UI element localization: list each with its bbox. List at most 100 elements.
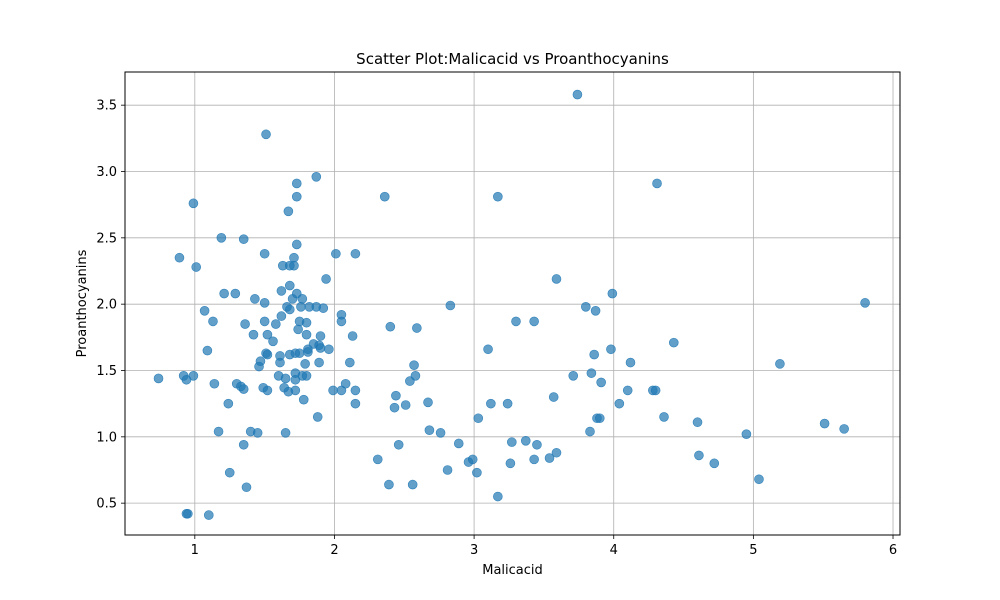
scatter-point xyxy=(568,371,579,381)
scatter-point xyxy=(280,373,291,384)
y-tick-label: 0.5 xyxy=(96,497,117,512)
scatter-point xyxy=(407,479,418,490)
scatter-point xyxy=(423,397,433,408)
scatter-point xyxy=(188,371,199,381)
scatter-point xyxy=(694,450,704,461)
x-tick-label: 1 xyxy=(191,543,199,558)
scatter-point xyxy=(312,412,323,422)
scatter-point xyxy=(502,398,513,409)
scatter-point xyxy=(271,319,281,329)
scatter-point xyxy=(188,198,199,209)
scatter-point xyxy=(276,286,287,296)
scatter-point xyxy=(607,288,618,299)
scatter-point xyxy=(250,294,260,304)
scatter-point xyxy=(284,304,295,315)
scatter-point xyxy=(493,491,503,502)
scatter-point xyxy=(551,447,562,458)
scatter-point xyxy=(209,378,220,389)
scatter-point xyxy=(606,344,616,355)
scatter-point xyxy=(775,359,785,369)
y-tick-label: 3.5 xyxy=(96,99,117,114)
scatter-point xyxy=(445,300,456,311)
y-tick-label: 2.5 xyxy=(96,231,117,246)
scatter-point xyxy=(650,385,661,396)
scatter-point xyxy=(345,357,355,368)
data-points xyxy=(153,89,870,520)
scatter-point xyxy=(350,385,361,396)
chart-title: Scatter Plot:Malicacid vs Proanthocyanin… xyxy=(356,50,669,68)
scatter-point xyxy=(410,371,421,381)
scatter-point xyxy=(692,417,703,428)
scatter-point xyxy=(385,321,396,332)
scatter-point xyxy=(240,319,250,329)
scatter-point xyxy=(350,248,361,259)
scatter-point xyxy=(280,428,291,438)
scatter-point xyxy=(350,398,361,409)
scatter-point xyxy=(153,373,164,384)
scatter-point xyxy=(590,305,601,316)
scatter-point xyxy=(453,438,464,449)
scatter-point xyxy=(379,191,390,202)
scatter-point xyxy=(393,439,404,450)
scatter-point xyxy=(400,400,411,410)
x-tick-label: 3 xyxy=(470,543,478,558)
scatter-point xyxy=(625,357,636,368)
scatter-point xyxy=(293,324,303,335)
scatter-point xyxy=(238,439,249,450)
scatter-point xyxy=(321,274,331,284)
scatter-point xyxy=(819,418,830,429)
scatter-point xyxy=(301,329,312,340)
scatter-point xyxy=(472,467,482,478)
scatter-point xyxy=(291,178,302,189)
scatter-point xyxy=(183,508,193,519)
scatter-point xyxy=(289,252,299,263)
scatter-point xyxy=(216,233,227,243)
scatter-point xyxy=(213,426,224,437)
scatter-point xyxy=(294,348,305,359)
scatter-point xyxy=(289,260,299,271)
scatter-point xyxy=(303,347,313,357)
plot-frame xyxy=(124,71,901,536)
scatter-point xyxy=(389,402,400,413)
x-tick-label: 4 xyxy=(610,543,618,558)
scatter-point xyxy=(741,429,752,439)
scatter-point xyxy=(586,368,597,378)
scatter-point xyxy=(252,428,263,438)
scatter-point xyxy=(297,294,308,304)
scatter-point xyxy=(300,359,310,369)
x-tick-label: 5 xyxy=(749,543,757,558)
scatter-point xyxy=(219,288,229,299)
scatter-point xyxy=(202,345,213,356)
scatter-point xyxy=(483,344,493,355)
x-tick-label: 2 xyxy=(330,543,338,558)
scatter-point xyxy=(581,302,591,312)
scatter-point xyxy=(860,298,870,308)
scatter-point xyxy=(224,467,235,478)
scatter-point xyxy=(238,384,249,394)
scatter-point xyxy=(174,252,185,263)
scatter-point xyxy=(255,356,266,367)
scatter-point xyxy=(291,239,302,250)
y-tick-label: 1.5 xyxy=(96,364,117,379)
scatter-point xyxy=(259,316,270,327)
scatter-point xyxy=(248,329,259,340)
y-axis-label: Proanthocyanins xyxy=(75,249,90,357)
scatter-point xyxy=(276,311,287,321)
y-tick-label: 1.0 xyxy=(96,430,117,445)
scatter-point xyxy=(208,316,218,327)
scatter-point xyxy=(548,392,559,402)
scatter-point xyxy=(223,398,234,409)
scatter-point xyxy=(551,274,562,284)
scatter-point xyxy=(594,413,605,424)
scatter-point xyxy=(424,425,435,435)
scatter-point xyxy=(314,357,324,368)
scatter-point xyxy=(412,323,422,333)
scatter-point xyxy=(301,371,312,381)
scatter-point xyxy=(262,349,273,360)
scatter-point xyxy=(652,178,662,189)
scatter-point xyxy=(532,439,542,450)
scatter-point xyxy=(511,316,521,327)
scatter-point xyxy=(384,479,394,490)
